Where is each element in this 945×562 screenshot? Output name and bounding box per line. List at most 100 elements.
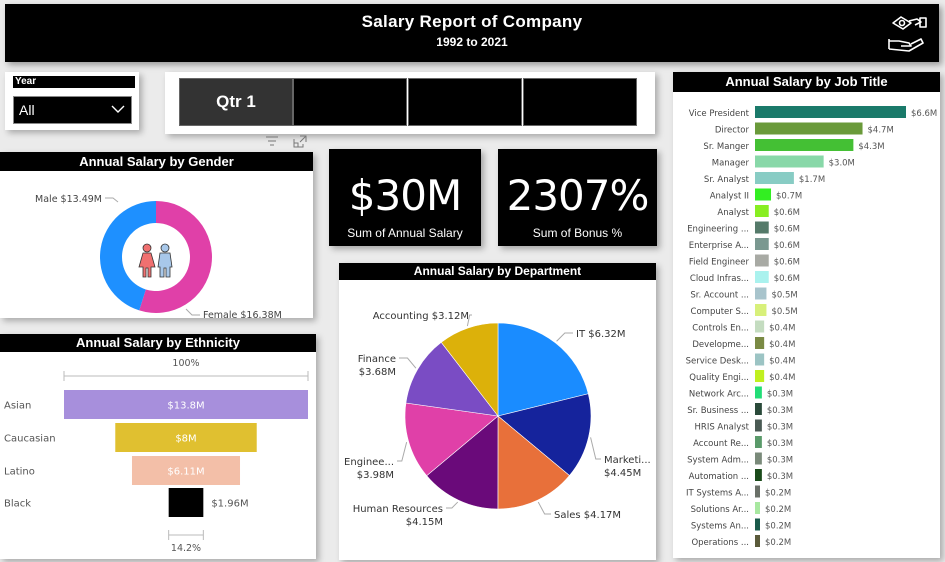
job-title-label: Network Arc... — [689, 390, 749, 400]
pie-label-human-resources: Human Resources — [353, 504, 443, 515]
job-title-value: $0.6M — [774, 208, 800, 218]
job-title-value: $0.2M — [765, 538, 791, 548]
quarter-tile-1[interactable]: Qtr 1 — [179, 78, 293, 126]
focus-mode-icon[interactable] — [293, 135, 307, 148]
job-title-bar — [755, 337, 765, 349]
job-title-label: HRIS Analyst — [695, 423, 750, 433]
job-title-label: Automation ... — [689, 472, 749, 482]
male-figure-icon — [160, 243, 170, 253]
funnel-category-label: Caucasian — [4, 434, 56, 445]
leader-line — [466, 314, 472, 327]
funnel-bar-black — [168, 488, 204, 517]
year-slicer: Year All — [5, 72, 139, 130]
job-title-label: Analyst — [717, 208, 749, 218]
kpi-bonus: 2307% Sum of Bonus % — [498, 149, 657, 246]
job-title-value: $0.4M — [769, 357, 795, 367]
funnel-value-label: $8M — [175, 434, 196, 445]
kpi-bonus-label: Sum of Bonus % — [532, 226, 623, 240]
ethnicity-funnel-chart: 100% Asian $13.8M Caucasian $8M Latino $6.11M B… — [4, 358, 309, 554]
pie-slice-engineering — [404, 402, 499, 477]
quarter-tile-3[interactable] — [408, 78, 522, 126]
job-title-value: $6.6M — [911, 109, 937, 119]
job-title-label: Developme... — [692, 340, 749, 350]
donut-label-female: Female $16.38M — [203, 310, 282, 318]
job-title-label: Account Re... — [693, 439, 749, 449]
donut-label-male: Male $13.49M — [35, 194, 102, 205]
male-figure-body — [157, 252, 173, 278]
job-title-label: Enterprise A... — [689, 241, 749, 251]
pie-label-engineering: $3.98M — [357, 470, 394, 481]
job-title-label: Engineering ... — [687, 225, 749, 235]
job-title-label: Solutions Ar... — [691, 505, 749, 515]
job-title-value: $0.3M — [767, 390, 793, 400]
job-title-bar — [755, 271, 769, 283]
funnel-top-percent: 100% — [172, 358, 199, 369]
funnel-value-label: $1.96M — [211, 499, 248, 510]
job-title-value: $0.3M — [767, 406, 793, 416]
job-title-value: $0.3M — [767, 456, 793, 466]
pie-label-finance: $3.68M — [359, 367, 396, 378]
ethnicity-chart-card: Annual Salary by Ethnicity 100% Asian $13.… — [0, 334, 316, 559]
pie-slice-it — [497, 322, 589, 417]
leader-line — [185, 308, 200, 316]
job-title-label: Operations ... — [691, 538, 749, 548]
job-title-bar — [755, 221, 769, 234]
job-title-label: IT Systems A... — [686, 489, 749, 499]
funnel-bar-caucasian — [115, 423, 257, 452]
job-title-label: System Adm... — [687, 456, 749, 466]
job-title-label: Quality Engi... — [689, 373, 749, 383]
job-title-value: $0.2M — [765, 489, 791, 499]
job-title-label: Sr. Business ... — [687, 406, 749, 416]
job-title-bar — [755, 436, 762, 448]
quarter-tile-2[interactable] — [293, 78, 407, 126]
job-title-label: Manager — [712, 159, 750, 169]
year-dropdown-value: All — [19, 102, 35, 118]
year-dropdown[interactable]: All — [13, 96, 132, 124]
job-title-bar — [755, 106, 906, 118]
job-title-value: $0.5M — [771, 291, 797, 301]
job-title-value: $0.4M — [769, 340, 795, 350]
funnel-value-label: $13.8M — [167, 401, 204, 412]
job-title-bar — [755, 188, 772, 201]
pie-label-engineering: Enginee... — [344, 457, 394, 468]
leader-line — [105, 197, 119, 203]
job-title-bar — [755, 452, 762, 465]
handshake-money-icon — [888, 16, 927, 52]
job-title-value: $3.0M — [829, 159, 855, 169]
job-title-bar — [755, 155, 824, 168]
job-title-value: $0.3M — [767, 423, 793, 433]
pie-label-accounting: Accounting $3.12M — [373, 311, 469, 322]
female-figure-icon — [142, 243, 152, 253]
funnel-category-label: Asian — [4, 401, 31, 412]
job-title-bar — [755, 469, 762, 481]
job-title-value: $0.6M — [774, 258, 800, 268]
kpi-bonus-value: 2307% — [506, 171, 650, 220]
pie-label-human-resources: $4.15M — [406, 517, 443, 528]
department-chart-title: Annual Salary by Department — [339, 263, 656, 280]
job-title-bar — [755, 403, 762, 415]
report-subtitle: 1992 to 2021 — [436, 35, 508, 49]
pie-label-marketing: $4.45M — [604, 468, 641, 479]
female-figure-body — [138, 252, 156, 278]
job-title-chart-card: Annual Salary by Job Title Vice Presiden… — [673, 72, 940, 558]
leader-line — [446, 501, 459, 509]
leader-line — [537, 501, 551, 515]
pie-slice-sales — [497, 415, 570, 510]
pie-label-marketing: Marketi... — [604, 455, 651, 466]
funnel-bar-asian — [64, 390, 308, 419]
filter-icon[interactable] — [265, 135, 279, 147]
pie-label-finance: Finance — [358, 354, 396, 365]
job-title-value: $0.3M — [767, 472, 793, 482]
job-title-value: $0.6M — [774, 241, 800, 251]
gender-chart-title: Annual Salary by Gender — [0, 152, 313, 171]
job-title-label: Cloud Infras... — [690, 274, 749, 284]
job-title-bar — [755, 518, 760, 531]
report-header: Salary Report of Company 1992 to 2021 — [5, 4, 939, 62]
job-title-label: Sr. Account ... — [690, 291, 749, 301]
quarter-tile-4[interactable] — [523, 78, 637, 126]
kpi-annual-salary: $30M Sum of Annual Salary — [329, 149, 481, 246]
job-title-bar — [755, 122, 863, 135]
pie-slice-marketing — [497, 393, 592, 476]
pie-slice-finance — [405, 341, 499, 417]
donut-slice-male — [99, 201, 156, 311]
